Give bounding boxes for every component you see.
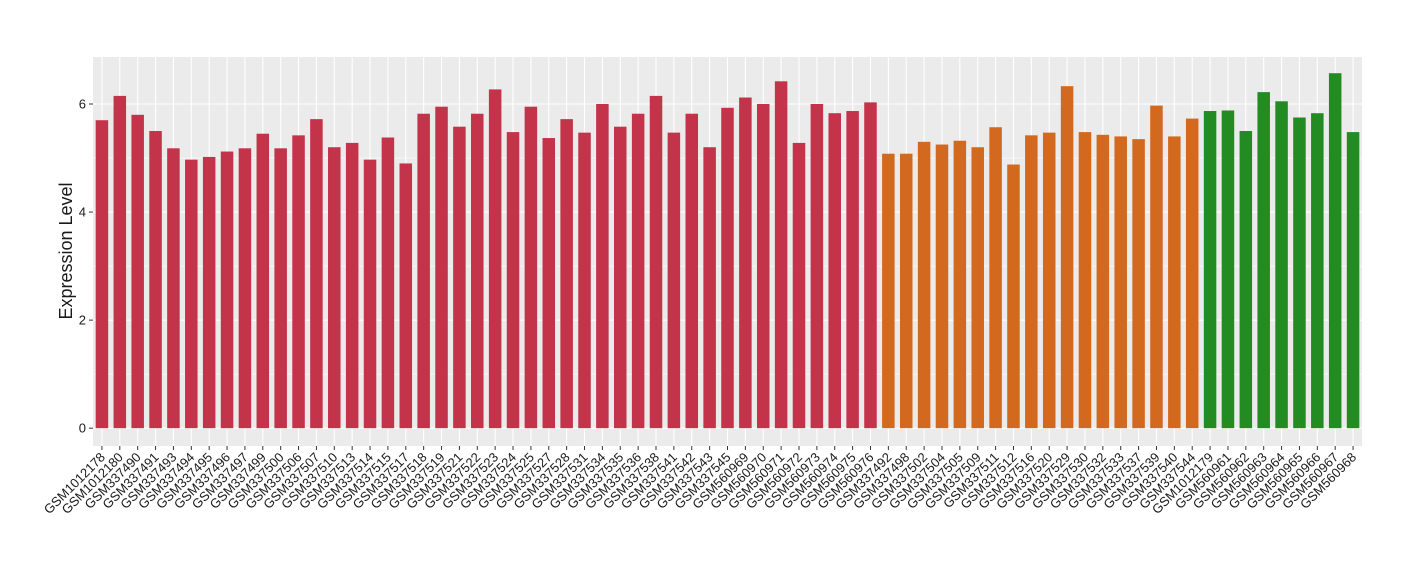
- bar: [328, 147, 341, 429]
- bar: [828, 113, 841, 429]
- bar: [435, 106, 448, 429]
- bar: [345, 142, 359, 429]
- bar: [1132, 139, 1145, 429]
- bar: [989, 127, 1002, 429]
- bar: [131, 114, 144, 429]
- bar: [1114, 136, 1127, 429]
- bar: [310, 119, 323, 429]
- bar: [274, 148, 287, 429]
- bar: [1311, 113, 1324, 429]
- bar: [1346, 132, 1360, 429]
- bar: [810, 104, 824, 429]
- bar: [1060, 86, 1074, 429]
- bar: [113, 95, 127, 429]
- bar: [506, 132, 520, 429]
- y-tick-label: 4: [79, 205, 86, 220]
- bar: [202, 156, 216, 429]
- bar: [739, 97, 752, 429]
- bar: [667, 132, 681, 429]
- bar: [935, 144, 949, 429]
- bar: [1221, 110, 1235, 429]
- bar: [703, 147, 716, 429]
- bar: [542, 138, 556, 429]
- bar: [381, 137, 395, 429]
- bar: [846, 111, 859, 429]
- bar: [1257, 92, 1270, 429]
- bar: [238, 148, 252, 429]
- bar: [95, 120, 109, 429]
- bar: [399, 163, 413, 429]
- bar: [1203, 111, 1217, 429]
- y-axis-title: Expression Level: [56, 182, 76, 319]
- y-tick-label: 0: [79, 421, 86, 436]
- bar: [1025, 135, 1038, 429]
- bar: [1096, 134, 1110, 429]
- bar: [1239, 131, 1253, 429]
- bar: [1328, 73, 1342, 429]
- bar: [524, 106, 538, 429]
- y-tick-label: 6: [79, 97, 86, 112]
- bar: [1042, 132, 1056, 429]
- bar: [578, 132, 591, 429]
- bar: [953, 140, 967, 429]
- bar: [167, 148, 180, 429]
- bar: [685, 113, 699, 429]
- bar: [363, 159, 377, 429]
- bar: [882, 153, 895, 429]
- bar: [631, 113, 645, 429]
- bar: [1078, 132, 1092, 429]
- bar: [971, 147, 984, 429]
- bar: [220, 151, 234, 429]
- bar: [471, 113, 484, 429]
- bar: [792, 142, 806, 429]
- bar: [488, 89, 502, 429]
- bar: [453, 126, 466, 429]
- bar: [185, 159, 198, 429]
- bar: [899, 153, 913, 429]
- bar: [149, 131, 162, 429]
- bar: [292, 135, 305, 429]
- bar: [596, 104, 609, 429]
- bar: [1150, 105, 1163, 429]
- bar: [649, 95, 663, 429]
- bar: [756, 104, 770, 429]
- bar: [864, 102, 877, 429]
- bar: [1293, 117, 1306, 429]
- y-tick-label: 2: [79, 313, 86, 328]
- bar: [1007, 164, 1020, 429]
- bar: [721, 107, 734, 429]
- bar: [614, 126, 627, 429]
- bar: [1168, 136, 1181, 429]
- bar: [1275, 101, 1288, 429]
- bar: [417, 113, 430, 429]
- bar: [1185, 118, 1199, 429]
- bar: [917, 141, 931, 429]
- bar: [560, 119, 573, 429]
- bar: [256, 133, 270, 429]
- bar: [774, 81, 788, 429]
